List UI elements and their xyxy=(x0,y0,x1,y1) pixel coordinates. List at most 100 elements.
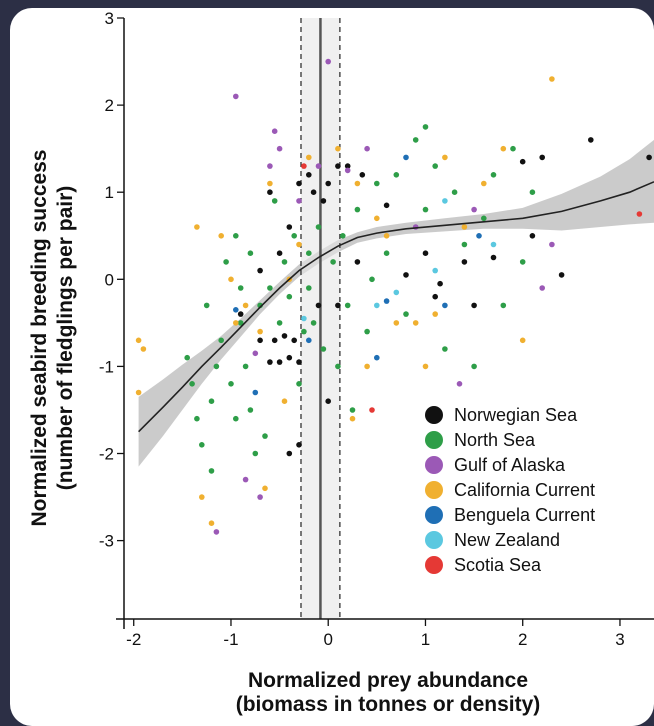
point-california-current xyxy=(194,224,200,230)
x-tick-label: 3 xyxy=(615,630,624,649)
point-gulf-of-alaska xyxy=(233,93,239,100)
axes-layer xyxy=(116,18,654,629)
point-north-sea xyxy=(203,302,210,309)
point-benguela-current xyxy=(374,354,380,361)
y-tick-label: -1 xyxy=(99,357,114,376)
point-norwegian-sea xyxy=(335,163,341,169)
point-norwegian-sea xyxy=(257,337,263,344)
point-norwegian-sea xyxy=(471,302,477,309)
point-north-sea xyxy=(306,285,312,291)
point-norwegian-sea xyxy=(286,224,293,230)
point-norwegian-sea xyxy=(286,354,293,361)
point-north-sea xyxy=(252,450,259,457)
point-california-current xyxy=(140,346,147,352)
point-north-sea xyxy=(422,206,429,213)
point-north-sea xyxy=(184,354,190,361)
y-tick-label: 0 xyxy=(105,270,114,289)
point-norwegian-sea xyxy=(403,272,409,278)
point-north-sea xyxy=(194,415,200,422)
legend-label-gulf-of-alaska: Gulf of Alaska xyxy=(454,455,566,475)
point-norwegian-sea xyxy=(354,259,361,265)
point-california-current xyxy=(383,233,390,239)
point-gulf-of-alaska xyxy=(364,145,370,152)
point-north-sea xyxy=(286,293,293,300)
point-north-sea xyxy=(519,259,526,265)
x-tick-label: -2 xyxy=(126,630,141,649)
point-california-current xyxy=(374,215,380,222)
point-benguela-current xyxy=(306,337,312,344)
point-north-sea xyxy=(247,407,254,413)
point-scotia-sea xyxy=(369,407,375,413)
x-tick-label: 1 xyxy=(421,630,430,649)
fit-line xyxy=(138,181,654,433)
point-norwegian-sea xyxy=(359,172,366,178)
point-norwegian-sea xyxy=(646,154,652,161)
point-north-sea xyxy=(223,259,229,265)
legend-label-benguela-current: Benguela Current xyxy=(454,505,595,525)
point-north-sea xyxy=(262,433,268,439)
point-norwegian-sea xyxy=(325,180,332,187)
point-north-sea xyxy=(442,346,448,352)
point-new-zealand xyxy=(301,315,307,322)
point-north-sea xyxy=(301,328,307,335)
point-california-current xyxy=(461,224,468,230)
legend-swatch-north-sea xyxy=(425,431,443,449)
point-north-sea xyxy=(340,233,346,239)
point-california-current xyxy=(218,233,224,239)
figure-frame: -2 -1 0 1 2 3 3 2 1 0 -1 -2 -3 Normalized prey abund… xyxy=(10,8,654,726)
legend-swatch-gulf-of-alaska xyxy=(425,456,443,474)
point-north-sea xyxy=(344,302,351,309)
legend-label-norwegian-sea: Norwegian Sea xyxy=(454,405,578,425)
point-norwegian-sea xyxy=(286,450,293,457)
point-california-current xyxy=(442,154,448,161)
point-gulf-of-alaska xyxy=(315,163,322,169)
point-california-current xyxy=(432,311,439,317)
x-tick-label: 2 xyxy=(518,630,527,649)
point-north-sea xyxy=(461,241,468,248)
point-north-sea xyxy=(233,415,239,422)
x-axis-title-line2: (biomass in tonnes or density) xyxy=(236,693,541,716)
point-north-sea xyxy=(481,215,487,222)
point-north-sea xyxy=(490,172,497,178)
point-california-current xyxy=(199,494,205,500)
point-california-current xyxy=(364,363,370,370)
y-tick-label: 1 xyxy=(105,183,114,202)
point-california-current xyxy=(233,320,239,326)
fit-confidence-band-layer xyxy=(138,139,654,467)
threshold-lines-layer xyxy=(300,18,341,619)
point-north-sea xyxy=(335,363,341,370)
legend-label-new-zealand: New Zealand xyxy=(454,530,560,550)
point-norwegian-sea xyxy=(306,172,312,178)
point-norwegian-sea xyxy=(519,158,526,165)
point-north-sea xyxy=(510,145,516,152)
point-norwegian-sea xyxy=(271,337,278,344)
point-gulf-of-alaska xyxy=(325,58,332,65)
point-north-sea xyxy=(291,233,298,239)
point-gulf-of-alaska xyxy=(296,198,302,204)
point-california-current xyxy=(422,363,429,370)
point-north-sea xyxy=(451,189,458,195)
y-tick-label: -2 xyxy=(99,445,114,464)
x-tick-label: -1 xyxy=(223,630,238,649)
point-north-sea xyxy=(369,276,375,283)
point-north-sea xyxy=(422,124,429,130)
point-north-sea xyxy=(529,189,536,195)
point-scotia-sea xyxy=(301,163,307,169)
point-norwegian-sea xyxy=(296,359,302,365)
point-north-sea xyxy=(276,320,283,326)
legend-swatch-benguela-current xyxy=(425,506,443,524)
point-north-sea xyxy=(199,442,205,448)
point-norwegian-sea xyxy=(276,359,283,365)
point-north-sea xyxy=(393,172,400,178)
point-california-current xyxy=(242,302,249,309)
point-norwegian-sea xyxy=(558,272,565,278)
point-north-sea xyxy=(218,337,224,344)
point-north-sea xyxy=(306,250,312,256)
point-north-sea xyxy=(310,320,317,326)
point-gulf-of-alaska xyxy=(213,529,220,535)
point-gulf-of-alaska xyxy=(539,285,545,291)
point-north-sea xyxy=(500,302,507,309)
point-new-zealand xyxy=(432,267,439,274)
point-norwegian-sea xyxy=(539,154,545,161)
point-norwegian-sea xyxy=(276,250,283,256)
